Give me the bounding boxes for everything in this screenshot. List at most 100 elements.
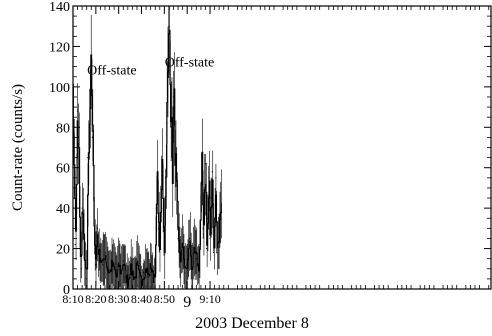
data-point [184, 272, 186, 274]
y-tick-label: 40 [56, 202, 70, 217]
x-tick-label: 8:20 [85, 292, 106, 306]
data-point [76, 110, 79, 112]
data-point [66, 177, 67, 178]
data-point [83, 258, 86, 260]
data-point [92, 197, 95, 199]
data-point [220, 211, 223, 213]
data-point [154, 268, 156, 270]
data-point [108, 272, 111, 274]
data-point [104, 252, 106, 254]
data-point [215, 177, 217, 179]
data-point [188, 237, 191, 240]
data-point [171, 167, 173, 169]
data-point [95, 264, 97, 266]
data-point [73, 142, 75, 145]
data-point [202, 227, 204, 229]
y-tick-label: 140 [49, 0, 70, 15]
data-point [115, 276, 117, 278]
y-tick-labels: 0 20 40 60 80 100 120 140 [49, 0, 70, 298]
data-point [90, 82, 92, 84]
data-point [74, 243, 76, 246]
y-tick-label: 120 [49, 40, 70, 55]
annotations: Off-state Off-state [87, 56, 214, 79]
data-point [218, 227, 220, 229]
data-point [199, 243, 201, 246]
data-point [106, 268, 108, 270]
data-point [120, 272, 122, 274]
data-point [186, 264, 188, 266]
data-point [145, 268, 147, 270]
data-point [86, 278, 88, 280]
x-axis-label: 2003 December 8 [195, 315, 309, 332]
x-tick-label: 8:10 [62, 292, 83, 306]
data-point [159, 247, 161, 250]
data-point [212, 252, 215, 254]
data-point [67, 151, 68, 152]
data-point [131, 272, 133, 274]
light-curve-line [73, 29, 222, 287]
data-point [198, 268, 200, 270]
data-point [122, 260, 124, 262]
y-tick-label: 80 [56, 121, 70, 136]
data-point [170, 126, 172, 128]
y-axis-label: Count-rate (counts/s) [10, 84, 26, 211]
y-tick-label: 60 [56, 162, 70, 177]
data-point [111, 264, 113, 266]
x-tick-label: 9 [183, 294, 191, 311]
data-point [158, 227, 160, 229]
data-point [162, 207, 164, 209]
data-point [152, 278, 154, 280]
data-point [87, 157, 89, 159]
data-point [150, 264, 152, 266]
data-point [177, 237, 179, 240]
off-state-annotation: Off-state [165, 56, 215, 71]
data-point [134, 278, 136, 280]
data-point [211, 171, 213, 173]
off-state-annotation: Off-state [87, 64, 137, 79]
data-point [97, 252, 99, 254]
data-point [210, 197, 212, 199]
data-point [200, 197, 202, 199]
data-point [60, 187, 61, 188]
x-tick-labels: 8:10 8:20 8:30 8:40 8:50 9 9:10 [62, 292, 220, 311]
data-point [207, 217, 209, 219]
data-point [91, 136, 94, 138]
data-point [96, 227, 98, 229]
data-point [193, 252, 195, 254]
data-point [214, 227, 216, 229]
series-0 [60, 6, 223, 289]
data-point [156, 177, 159, 179]
data-point [204, 163, 207, 165]
data-point [79, 247, 81, 250]
plot-frame [72, 5, 492, 290]
data-point [168, 25, 170, 27]
y-tick-label: 100 [49, 81, 70, 96]
data-point [102, 264, 104, 266]
series-group [60, 6, 223, 289]
x-tick-label: 8:50 [154, 292, 175, 306]
data-point [182, 243, 184, 246]
data-point [175, 177, 177, 179]
data-point [169, 45, 171, 48]
data-point [155, 207, 157, 209]
data-point [209, 237, 211, 240]
data-point [113, 268, 115, 270]
data-point [161, 163, 163, 165]
data-point [201, 167, 203, 169]
data-point [88, 126, 90, 128]
x-tick-label: 8:40 [131, 292, 152, 306]
data-point [118, 264, 120, 266]
data-point [172, 96, 175, 98]
data-point [136, 264, 138, 266]
data-point [71, 197, 72, 198]
data-point [81, 207, 83, 209]
data-point [208, 177, 210, 179]
data-point [179, 258, 181, 260]
data-point [64, 264, 65, 265]
data-point [166, 122, 168, 124]
data-point [143, 272, 145, 274]
data-point [68, 117, 69, 118]
axis-ticks [72, 5, 491, 290]
y-tick-label: 0 [63, 283, 70, 298]
